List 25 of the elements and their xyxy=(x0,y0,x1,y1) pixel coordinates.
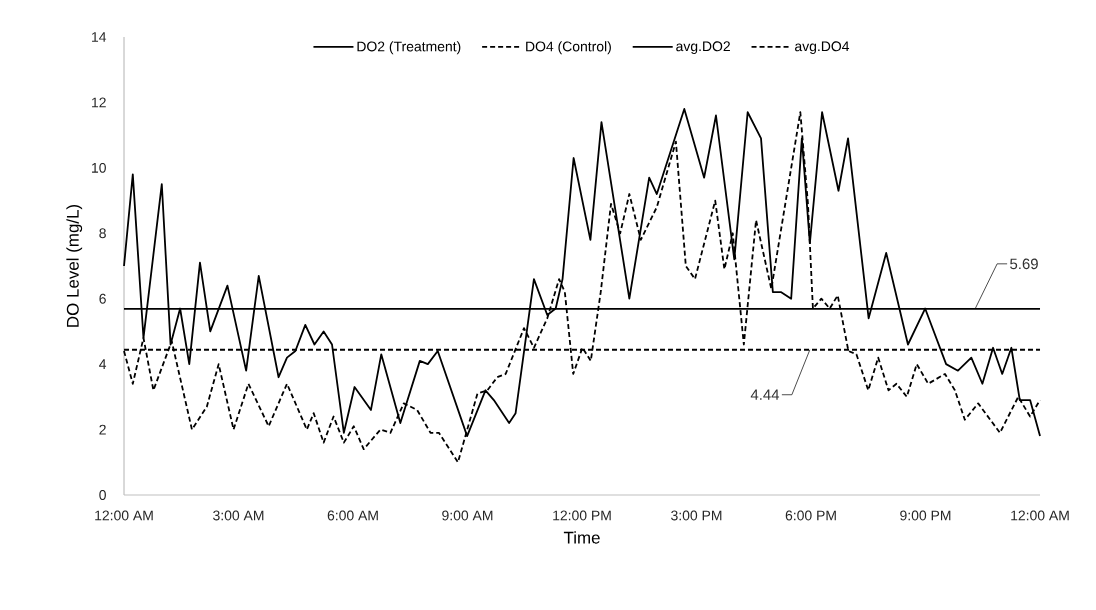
x-tick-label: 9:00 AM xyxy=(442,510,493,521)
x-tick-label: 6:00 PM xyxy=(785,510,836,521)
x-tick-label: 3:00 PM xyxy=(671,510,722,521)
x-tick-label: 12:00 AM xyxy=(1011,510,1069,521)
x-tick-label: 3:00 AM xyxy=(213,510,264,521)
y-tick-label: 2 xyxy=(99,424,106,435)
x-axis-title: Time xyxy=(563,531,600,544)
x-tick-label: 6:00 AM xyxy=(327,510,378,521)
y-tick-label: 8 xyxy=(99,228,106,239)
annotation: 4.44 xyxy=(750,389,780,400)
y-tick-label: 6 xyxy=(99,293,106,304)
x-tick-label: 9:00 PM xyxy=(900,510,951,521)
legend-label: avg.DO4 xyxy=(795,41,850,54)
x-tick-label: 12:00 AM xyxy=(95,510,153,521)
y-tick-label: 14 xyxy=(92,32,107,42)
y-tick-label: 12 xyxy=(92,97,106,108)
legend-label: avg.DO2 xyxy=(676,41,730,54)
legend-label: DO2 (Treatment) xyxy=(357,41,461,55)
y-tick-label: 4 xyxy=(99,359,107,369)
legend-label: DO4 (Control) xyxy=(526,41,611,55)
y-tick-label: 10 xyxy=(92,162,106,173)
y-tick-label: 0 xyxy=(99,490,106,500)
annotation: 5.69 xyxy=(1010,258,1038,270)
x-tick-label: 12:00 PM xyxy=(553,510,611,521)
y-axis-title: DO Level (mg/L) xyxy=(66,204,83,327)
